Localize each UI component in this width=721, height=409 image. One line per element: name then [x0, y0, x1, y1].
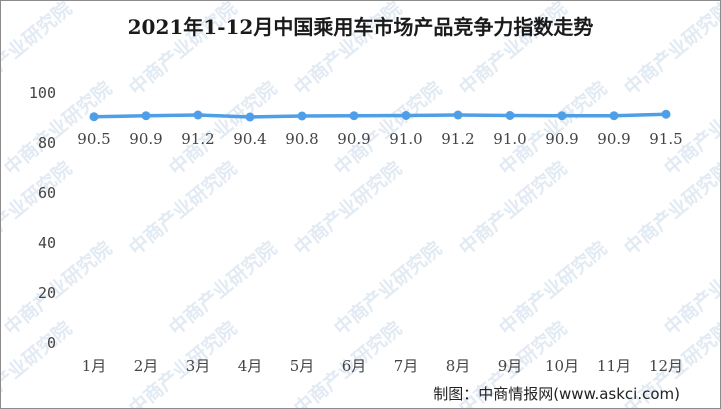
x-tick-label: 2月 — [134, 357, 159, 375]
data-label-layer: 90.5 90.9 91.2 90.4 90.8 90.9 91.0 91.2 91.0 90.9… — [77, 130, 682, 148]
data-point — [245, 112, 255, 122]
x-tick-label: 3月 — [186, 357, 211, 375]
series-layer — [89, 109, 671, 122]
x-tick-label: 8月 — [446, 357, 471, 375]
data-point — [401, 111, 411, 120]
x-tick-label: 11月 — [597, 357, 631, 375]
data-point — [349, 111, 359, 121]
data-point — [89, 112, 99, 122]
data-point — [505, 111, 515, 120]
x-tick-label: 12月 — [649, 357, 683, 375]
x-tick-label: 10月 — [545, 357, 579, 375]
y-tick-label: 80 — [38, 134, 56, 152]
y-tick-label: 100 — [29, 84, 56, 102]
data-point — [193, 110, 203, 120]
x-tick-label: 4月 — [238, 357, 263, 375]
x-tick-label: 7月 — [394, 357, 419, 375]
x-tick-label: 9月 — [498, 357, 523, 375]
x-axis: 1月 2月 3月 4月 5月 6月 7月 8月 9月 10月 11月 12月 — [82, 357, 683, 375]
data-label: 90.5 — [77, 130, 110, 148]
data-label: 90.9 — [545, 130, 578, 148]
data-label: 91.2 — [441, 130, 474, 148]
series-line — [93, 112, 667, 119]
watermark-text: 中商产业研究院 — [659, 77, 720, 180]
data-label: 91.0 — [493, 130, 526, 148]
y-axis: 0 20 40 60 80 100 — [29, 84, 56, 352]
x-tick-label: 1月 — [82, 357, 107, 375]
chart-credit: 制图：中商情报网(www.askci.com) — [433, 385, 680, 403]
y-tick-label: 20 — [38, 284, 56, 302]
data-point — [297, 111, 307, 121]
data-point — [661, 109, 671, 119]
watermark-text: 中商产业研究院 — [659, 237, 720, 340]
y-tick-label: 40 — [38, 234, 56, 252]
data-label: 90.9 — [337, 130, 370, 148]
y-tick-label: 0 — [47, 334, 56, 352]
y-tick-label: 60 — [38, 184, 56, 202]
data-label: 90.8 — [285, 130, 318, 148]
data-point — [141, 111, 151, 121]
data-label: 91.5 — [649, 130, 682, 148]
data-point — [609, 111, 619, 121]
data-label: 91.0 — [389, 130, 422, 148]
x-tick-label: 5月 — [290, 357, 315, 375]
data-label: 90.9 — [597, 130, 630, 148]
x-tick-label: 6月 — [342, 357, 367, 375]
data-point — [453, 110, 463, 120]
chart-title: 2021年1-12月中国乘用车市场产品竞争力指数走势 — [127, 15, 594, 39]
data-label: 90.9 — [129, 130, 162, 148]
data-label: 90.4 — [233, 130, 266, 148]
data-point — [557, 111, 567, 121]
data-label: 91.2 — [181, 130, 214, 148]
